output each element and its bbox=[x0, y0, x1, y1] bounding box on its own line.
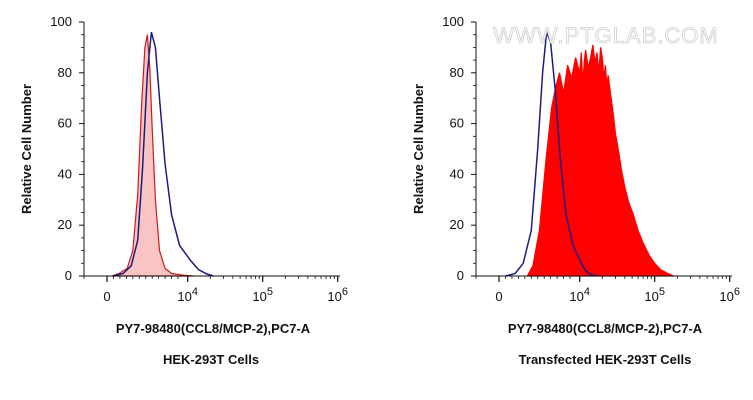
y-tick-label-100: 100 bbox=[442, 14, 464, 29]
x-tick-label: 0 bbox=[103, 289, 110, 304]
y-tick-label-60: 60 bbox=[58, 116, 72, 131]
y-tick-label-20: 20 bbox=[58, 217, 72, 232]
x-tick-label: 105 bbox=[252, 286, 273, 304]
y-tick-label-60: 60 bbox=[450, 116, 464, 131]
y-tick-label-0: 0 bbox=[65, 268, 72, 283]
histogram-series-left bbox=[111, 32, 214, 277]
y-tick-label-40: 40 bbox=[450, 166, 464, 181]
y-tick-label-100: 100 bbox=[50, 14, 72, 29]
histogram-panel-left: 0 20 40 60 80 100 0 104 105 106 Relative Cell Num… bbox=[19, 14, 348, 367]
panel-caption: HEK-293T Cells bbox=[163, 352, 259, 367]
axis-ticks-left: 0 20 40 60 80 100 0 104 105 106 bbox=[50, 14, 348, 304]
histogram-series-1 bbox=[505, 31, 598, 277]
histogram-series-0 bbox=[526, 44, 675, 277]
axis-ticks-right: 0 20 40 60 80 100 0 104 105 106 bbox=[442, 14, 740, 304]
y-axis-title: Relative Cell Number bbox=[411, 84, 426, 214]
histogram-series-0 bbox=[111, 34, 194, 277]
x-tick-label: 105 bbox=[644, 286, 665, 304]
x-tick-label: 106 bbox=[327, 286, 348, 304]
y-tick-label-80: 80 bbox=[450, 65, 464, 80]
x-tick-label: 0 bbox=[495, 289, 502, 304]
panel-caption: Transfected HEK-293T Cells bbox=[519, 352, 692, 367]
watermark-text: WWW.PTGLAB.COM bbox=[493, 23, 718, 48]
y-axis-title: Relative Cell Number bbox=[19, 84, 34, 214]
x-axis-title: PY7-98480(CCL8/MCP-2),PC7-A bbox=[116, 321, 311, 336]
y-tick-label-20: 20 bbox=[450, 217, 464, 232]
histogram-series-right bbox=[505, 31, 675, 277]
x-tick-label: 104 bbox=[177, 286, 198, 304]
x-tick-label: 104 bbox=[569, 286, 590, 304]
y-tick-label-0: 0 bbox=[457, 268, 464, 283]
histogram-series-1 bbox=[113, 32, 214, 277]
y-tick-label-80: 80 bbox=[58, 65, 72, 80]
x-axis-title: PY7-98480(CCL8/MCP-2),PC7-A bbox=[508, 321, 703, 336]
histogram-panel-right: 0 20 40 60 80 100 0 104 105 106 Relative Cell Num… bbox=[411, 14, 740, 367]
x-tick-label: 106 bbox=[719, 286, 740, 304]
y-tick-label-40: 40 bbox=[58, 166, 72, 181]
